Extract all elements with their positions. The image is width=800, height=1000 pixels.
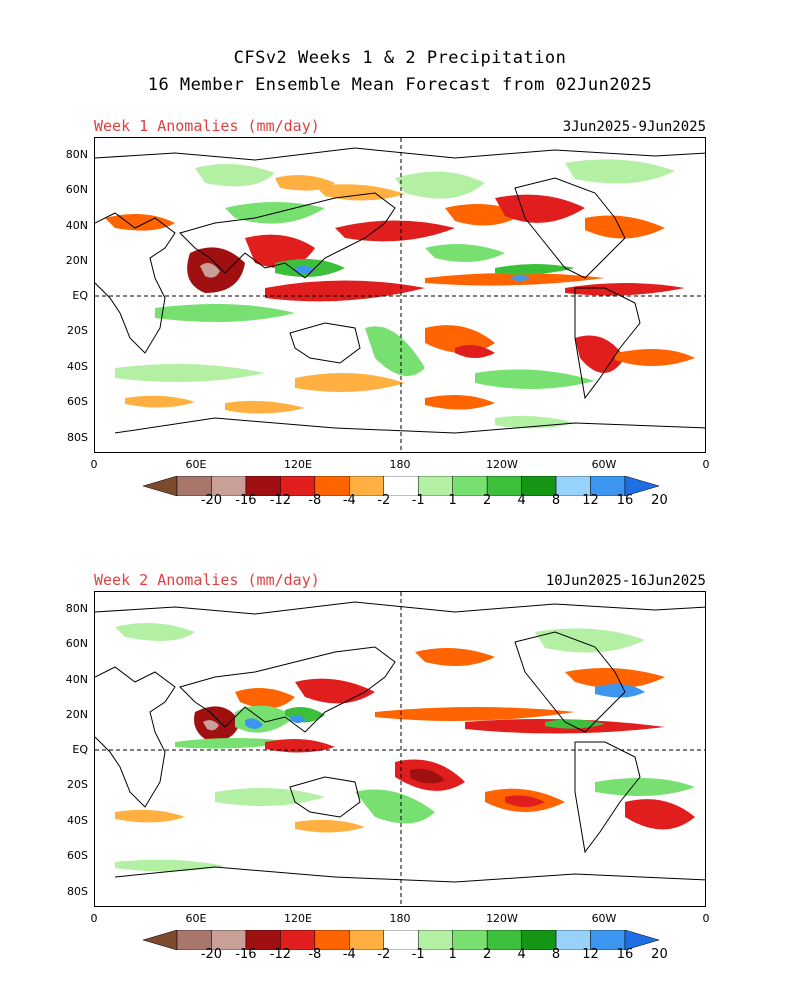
week1-lat-80n: 80N <box>65 148 88 161</box>
week1-colorbar-tick-label: 1 <box>448 493 457 508</box>
week1-lat-40n: 40N <box>65 219 88 232</box>
week2-colorbar <box>143 930 659 950</box>
week1-lat-40s: 40S <box>67 360 88 373</box>
week1-lon-180: 180 <box>389 458 411 471</box>
week2-colorbar-right-arrow <box>624 930 659 950</box>
week2-lat-80n: 80N <box>65 602 88 615</box>
title-line-1: CFSv2 Weeks 1 & 2 Precipitation <box>233 48 567 68</box>
week2-lon-120w: 120W <box>486 912 518 925</box>
week1-lat-20s: 20S <box>67 324 88 337</box>
week2-colorbar-tick-label: 8 <box>551 947 561 962</box>
week1-colorbar-tick-label: 12 <box>582 493 599 508</box>
week1-colorbar-tick-label: -8 <box>308 493 322 508</box>
week2-colorbar-tick-label: -1 <box>411 947 425 962</box>
week2-colorbar-tick-label: -16 <box>235 947 257 962</box>
week2-lat-eq: EQ <box>72 743 88 756</box>
week1-colorbar-right-arrow <box>624 476 659 496</box>
week2-lat-40s: 40S <box>67 814 88 827</box>
title-line-2: 16 Member Ensemble Mean Forecast from 02… <box>147 75 653 95</box>
week2-coastlines <box>95 601 705 883</box>
week2-anomaly-fields <box>115 623 695 872</box>
week1-colorbar-tick-label: -1 <box>411 493 425 508</box>
week2-colorbar-tick-label: -8 <box>308 947 322 962</box>
week1-colorbar-tick-label: 16 <box>616 493 634 508</box>
week1-anomaly-fields <box>105 159 695 429</box>
week2-lon-60e: 60E <box>185 912 207 925</box>
week1-colorbar <box>143 476 659 496</box>
week2-dates: 10Jun2025-16Jun2025 <box>545 573 706 589</box>
week1-lon-60e: 60E <box>185 458 207 471</box>
week1-lat-60n: 60N <box>65 183 88 196</box>
week1-map-svg <box>95 138 705 452</box>
week2-lon-0: 0 <box>90 912 98 925</box>
week2-colorbar-tick-label: 12 <box>582 947 599 962</box>
week1-lat-80s: 80S <box>67 431 88 444</box>
week2-lat-80s: 80S <box>67 885 88 898</box>
week2-colorbar-tick-label: -12 <box>269 947 291 962</box>
week2-lon-180: 180 <box>389 912 411 925</box>
week2-label: Week 2 Anomalies (mm/day) <box>94 571 320 589</box>
week1-colorbar-tick-label: -4 <box>342 493 356 508</box>
week2-colorbar-left-arrow <box>143 930 178 950</box>
week1-label: Week 1 Anomalies (mm/day) <box>94 117 320 135</box>
week2-map-svg <box>95 592 705 906</box>
week1-colorbar-left-arrow <box>143 476 178 496</box>
week1-colorbar-tick-label: 20 <box>651 493 668 508</box>
week1-lat-60s: 60S <box>67 395 88 408</box>
week1-colorbar-tick-label: -20 <box>200 493 223 508</box>
week1-lon-120e: 120E <box>284 458 312 471</box>
week2-colorbar-tick-label: 20 <box>651 947 668 962</box>
week2-lat-60n: 60N <box>65 637 88 650</box>
week2-lat-60s: 60S <box>67 849 88 862</box>
week1-dates: 3Jun2025-9Jun2025 <box>562 119 706 135</box>
week1-lon-120w: 120W <box>486 458 518 471</box>
week1-lon-0: 0 <box>90 458 98 471</box>
week2-lon-0-end: 0 <box>702 912 710 925</box>
week1-lat-eq: EQ <box>72 289 88 302</box>
week2-colorbar-tick-label: -20 <box>200 947 223 962</box>
week2-lon-120e: 120E <box>284 912 312 925</box>
week2-lat-20s: 20S <box>67 778 88 791</box>
week2-lat-40n: 40N <box>65 673 88 686</box>
week2-map <box>94 591 706 907</box>
week1-colorbar-tick-label: 2 <box>483 493 492 508</box>
week1-lat-20n: 20N <box>65 254 88 267</box>
week2-colorbar-tick-label: -2 <box>377 947 391 962</box>
week1-coastlines <box>95 147 705 434</box>
week1-lon-60w: 60W <box>591 458 617 471</box>
week1-colorbar-tick-label: 8 <box>551 493 561 508</box>
week1-colorbar-tick-label: 4 <box>517 493 526 508</box>
week2-colorbar-tick-label: 1 <box>448 947 457 962</box>
week2-lat-20n: 20N <box>65 708 88 721</box>
week2-colorbar-tick-label: 4 <box>517 947 526 962</box>
week1-colorbar-tick-label: -12 <box>269 493 291 508</box>
week2-lon-60w: 60W <box>591 912 617 925</box>
week1-map <box>94 137 706 453</box>
week1-colorbar-tick-label: -2 <box>377 493 391 508</box>
week2-colorbar-tick-label: -4 <box>342 947 356 962</box>
week2-colorbar-tick-label: 16 <box>616 947 634 962</box>
week2-colorbar-tick-label: 2 <box>483 947 492 962</box>
week1-lon-0-end: 0 <box>702 458 710 471</box>
week1-colorbar-tick-label: -16 <box>235 493 257 508</box>
